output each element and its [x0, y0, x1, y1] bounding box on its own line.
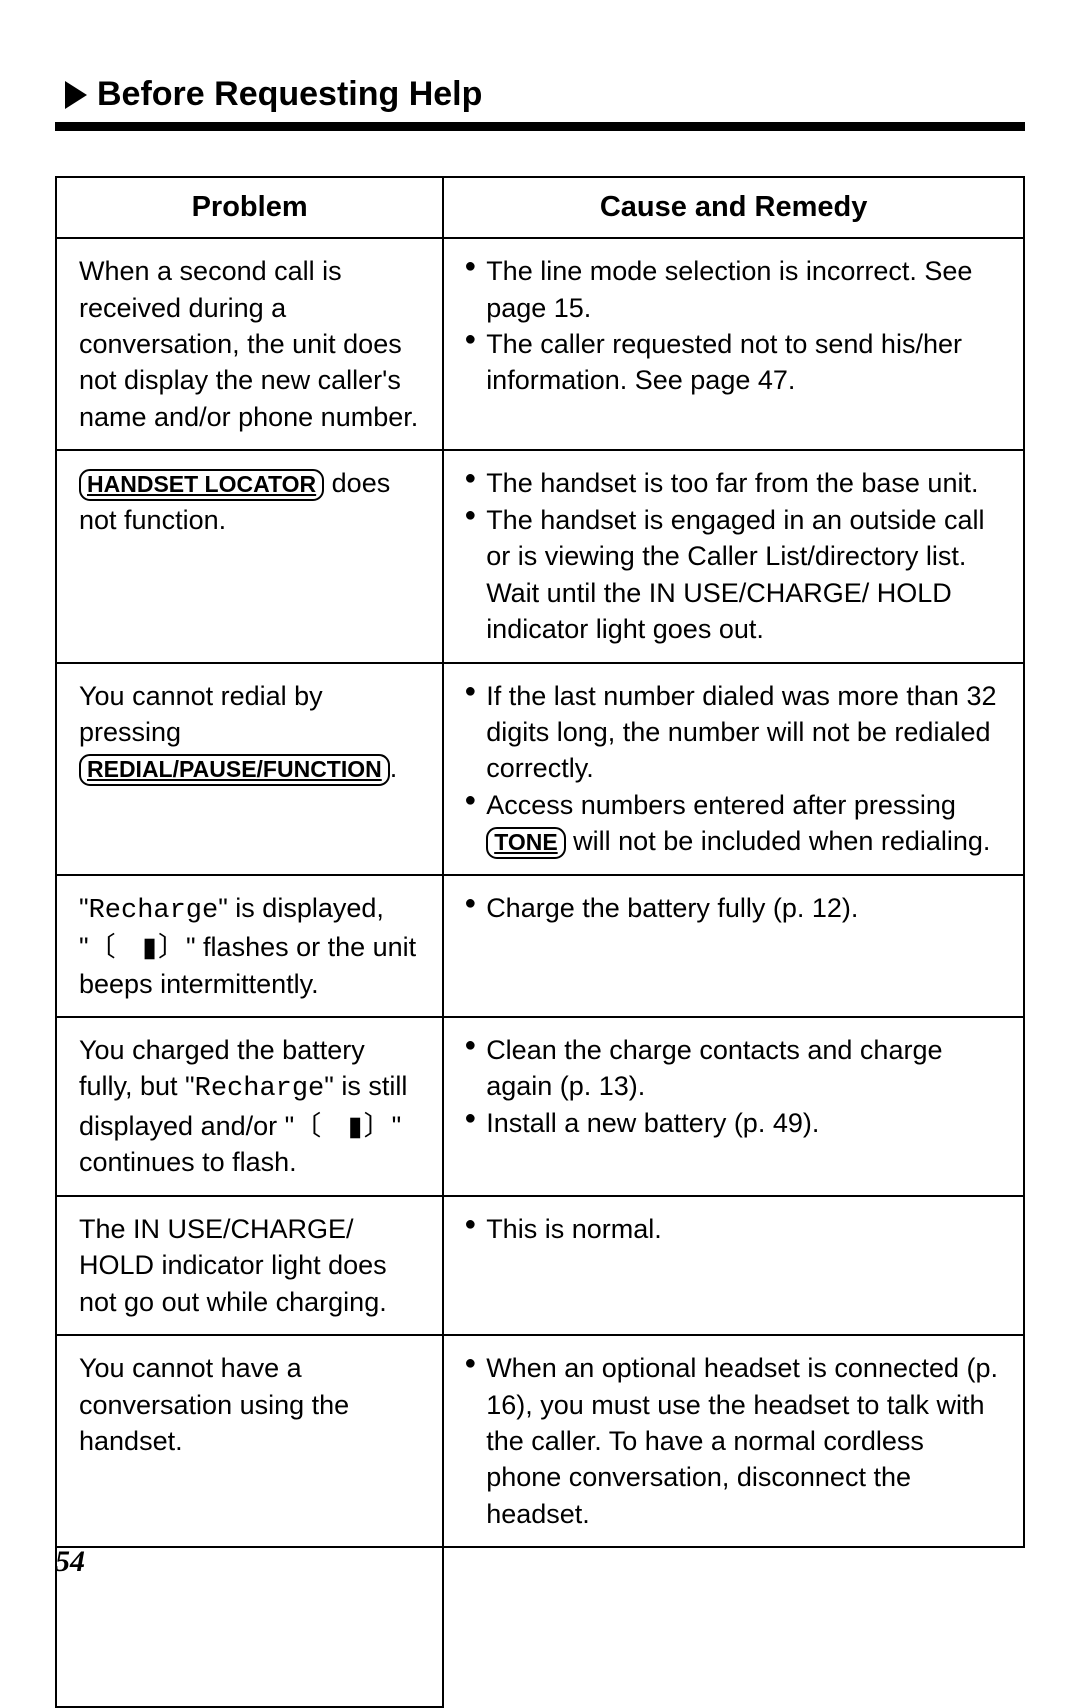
- remedy-cell: The handset is too far from the base uni…: [443, 450, 1024, 662]
- page-number: 54: [55, 1545, 85, 1579]
- problem-cell: You cannot have a conversation using the…: [56, 1335, 443, 1547]
- remedy-list: The handset is too far from the base uni…: [466, 465, 999, 647]
- section-title: Before Requesting Help: [97, 75, 482, 114]
- remedy-item: The handset is too far from the base uni…: [466, 465, 999, 501]
- remedy-list: The line mode selection is incorrect. Se…: [466, 253, 999, 399]
- section-header: Before Requesting Help: [55, 75, 1025, 114]
- remedy-item: Clean the charge contacts and charge aga…: [466, 1032, 999, 1105]
- remedy-cell: This is normal.: [443, 1196, 1024, 1335]
- header-rule: [55, 122, 1025, 131]
- troubleshooting-table: Problem Cause and Remedy When a second c…: [55, 176, 1025, 1708]
- remedy-cell: The line mode selection is incorrect. Se…: [443, 238, 1024, 450]
- remedy-list: When an optional headset is connected (p…: [466, 1350, 999, 1532]
- remedy-cell: When an optional headset is connected (p…: [443, 1335, 1024, 1547]
- spacer-cell: [56, 1547, 443, 1707]
- table-row: You charged the battery fully, but "Rech…: [56, 1017, 1024, 1196]
- remedy-cell: Clean the charge contacts and charge aga…: [443, 1017, 1024, 1196]
- problem-cell: HANDSET LOCATOR does not function.: [56, 450, 443, 662]
- remedy-item: When an optional headset is connected (p…: [466, 1350, 999, 1532]
- arrow-right-icon: [65, 81, 87, 109]
- problem-cell: You charged the battery fully, but "Rech…: [56, 1017, 443, 1196]
- remedy-list: Charge the battery fully (p. 12).: [466, 890, 999, 926]
- remedy-item: If the last number dialed was more than …: [466, 678, 999, 787]
- problem-cell: You cannot redial by pressing REDIAL/PAU…: [56, 663, 443, 875]
- table-row: You cannot redial by pressing REDIAL/PAU…: [56, 663, 1024, 875]
- remedy-list: This is normal.: [466, 1211, 999, 1247]
- remedy-cell: Charge the battery fully (p. 12).: [443, 875, 1024, 1017]
- problem-cell: When a second call is received during a …: [56, 238, 443, 450]
- remedy-item: Charge the battery fully (p. 12).: [466, 890, 999, 926]
- problem-cell: The IN USE/CHARGE/ HOLD indicator light …: [56, 1196, 443, 1335]
- table-row: When a second call is received during a …: [56, 238, 1024, 450]
- column-header-problem: Problem: [56, 177, 443, 238]
- remedy-list: If the last number dialed was more than …: [466, 678, 999, 860]
- remedy-list: Clean the charge contacts and charge aga…: [466, 1032, 999, 1141]
- spacer-cell: [443, 1547, 1024, 1707]
- table-row: HANDSET LOCATOR does not function.The ha…: [56, 450, 1024, 662]
- remedy-item: Install a new battery (p. 49).: [466, 1105, 999, 1141]
- table-header-row: Problem Cause and Remedy: [56, 177, 1024, 238]
- remedy-item: Access numbers entered after pressing TO…: [466, 787, 999, 860]
- remedy-cell: If the last number dialed was more than …: [443, 663, 1024, 875]
- remedy-item: The handset is engaged in an outside cal…: [466, 502, 999, 648]
- table-row: You cannot have a conversation using the…: [56, 1335, 1024, 1547]
- remedy-item: This is normal.: [466, 1211, 999, 1247]
- remedy-item: The line mode selection is incorrect. Se…: [466, 253, 999, 326]
- problem-cell: "Recharge" is displayed, "〔 ▮〕" flashes …: [56, 875, 443, 1017]
- column-header-remedy: Cause and Remedy: [443, 177, 1024, 238]
- remedy-item: The caller requested not to send his/her…: [466, 326, 999, 399]
- table-spacer-row: [56, 1547, 1024, 1707]
- table-row: "Recharge" is displayed, "〔 ▮〕" flashes …: [56, 875, 1024, 1017]
- table-row: The IN USE/CHARGE/ HOLD indicator light …: [56, 1196, 1024, 1335]
